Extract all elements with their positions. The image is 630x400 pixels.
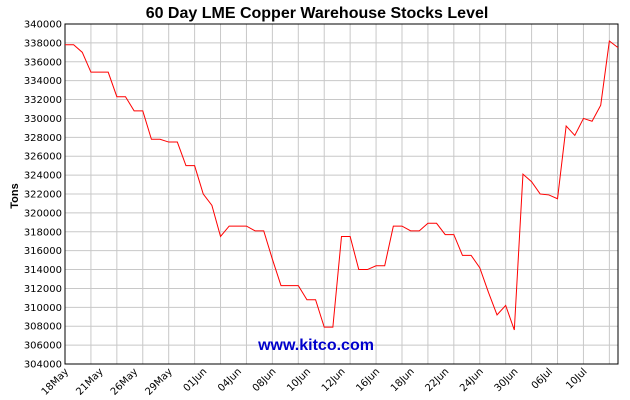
x-tick-label: 22Jun bbox=[423, 366, 451, 394]
y-tick-label: 308000 bbox=[24, 322, 62, 333]
y-ticks: 340000 338000 336000 334000 332000 330000 3280… bbox=[24, 20, 62, 371]
x-tick-label: 06Jul bbox=[530, 366, 555, 391]
x-tick-label: 26May bbox=[109, 366, 140, 397]
x-tick-label: 10Jul bbox=[564, 366, 589, 391]
x-tick-label: 21May bbox=[74, 366, 105, 397]
y-tick-label: 318000 bbox=[24, 227, 62, 238]
chart-title: 60 Day LME Copper Warehouse Stocks Level bbox=[146, 5, 489, 22]
plot-frame bbox=[64, 23, 619, 365]
y-tick-label: 328000 bbox=[24, 133, 62, 144]
y-tick-label: 340000 bbox=[24, 20, 62, 31]
y-tick-label: 326000 bbox=[24, 152, 62, 163]
y-tick-label: 330000 bbox=[24, 114, 62, 125]
x-tick-label: 04Jun bbox=[216, 366, 244, 394]
y-axis-label: Tons bbox=[9, 183, 21, 208]
y-tick-label: 320000 bbox=[24, 208, 62, 219]
x-tick-label: 16Jun bbox=[354, 366, 382, 394]
y-tick-label: 310000 bbox=[24, 303, 62, 314]
y-tick-label: 322000 bbox=[24, 190, 62, 201]
y-tick-label: 314000 bbox=[24, 265, 62, 276]
y-tick-label: 304000 bbox=[24, 360, 62, 371]
series-line bbox=[65, 40, 619, 331]
x-tick-label: 08Jun bbox=[251, 366, 279, 394]
y-tick-label: 306000 bbox=[24, 341, 62, 352]
x-tick-label: 29May bbox=[143, 366, 174, 397]
y-tick-label: 324000 bbox=[24, 171, 62, 182]
x-tick-label: 12Jun bbox=[320, 366, 348, 394]
x-ticks: 18May 21May 26May 29May 01Jun 04Jun 08Jun 10Jun… bbox=[40, 366, 590, 397]
y-tick-label: 316000 bbox=[24, 246, 62, 257]
x-tick-label: 24Jun bbox=[458, 366, 486, 394]
x-tick-label: 18May bbox=[40, 366, 71, 397]
x-tick-label: 01Jun bbox=[182, 366, 210, 394]
y-tick-label: 336000 bbox=[24, 57, 62, 68]
y-tick-label: 312000 bbox=[24, 284, 62, 295]
x-tick-label: 18Jun bbox=[389, 366, 417, 394]
y-tick-label: 334000 bbox=[24, 76, 62, 87]
watermark-text: www.kitco.com bbox=[257, 337, 374, 354]
y-tick-label: 332000 bbox=[24, 95, 62, 106]
x-tick-label: 30Jun bbox=[493, 366, 521, 394]
y-tick-label: 338000 bbox=[24, 38, 62, 49]
grid bbox=[64, 23, 618, 365]
x-tick-label: 10Jun bbox=[285, 366, 313, 394]
